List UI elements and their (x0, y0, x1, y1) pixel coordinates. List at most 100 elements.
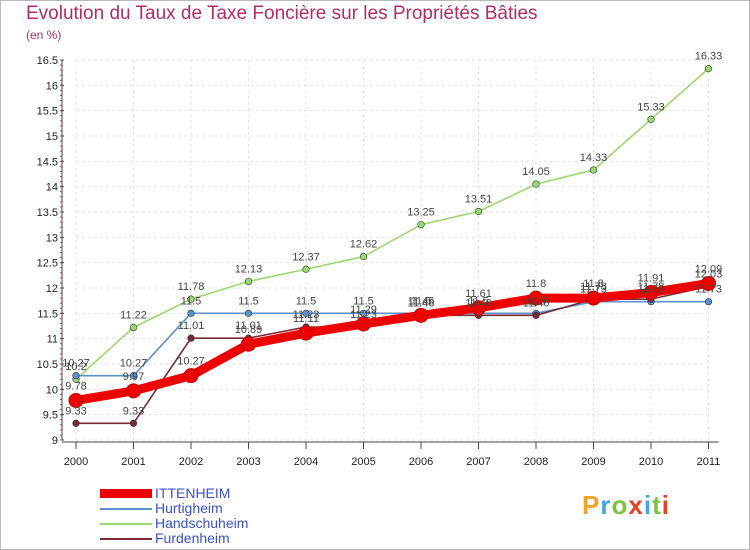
data-label: 11.73 (580, 284, 607, 296)
data-point (589, 166, 598, 174)
series-line-ittenheim (71, 278, 713, 405)
data-label: 11.46 (408, 295, 435, 307)
data-point (72, 372, 80, 380)
data-point (532, 180, 540, 188)
data-label: 11.01 (235, 320, 262, 332)
data-point (302, 309, 310, 317)
data-label: 11.5 (526, 295, 547, 307)
data-label: 13.51 (465, 193, 493, 205)
data-label: 11.46 (408, 297, 435, 309)
data-point (413, 307, 429, 323)
data-label: 12.62 (350, 239, 378, 251)
data-label: 10.89 (235, 324, 263, 336)
data-point (528, 290, 544, 306)
y-tick-label: 16.5 (37, 55, 58, 67)
data-label: 11.5 (468, 295, 489, 307)
y-tick-label: 12.5 (37, 258, 58, 270)
x-tick-label: 2001 (121, 456, 145, 468)
x-tick-label: 2000 (64, 456, 88, 468)
logo-letter: t (652, 490, 662, 520)
data-label: 9.33 (65, 405, 86, 417)
data-point (647, 115, 655, 123)
data-label: 11.5 (181, 295, 202, 307)
data-label: 13.25 (407, 207, 435, 219)
proxiti-logo: Proxiti (582, 490, 670, 521)
data-label: 12.13 (235, 263, 263, 275)
axes: 9 9.5 10 10.5 11 11.5 12 12.5 13 13.5 14 14.5 15 15.5… (37, 55, 721, 468)
legend-item-hurtigheim: Hurtigheim (100, 500, 360, 516)
data-point (244, 277, 253, 286)
legend-label: Furdenheim (155, 530, 230, 546)
y-tick-label: 13 (46, 232, 58, 244)
data-label: 9.33 (123, 405, 144, 417)
y-tick-label: 10 (46, 384, 58, 396)
y-tick-label: 14.5 (37, 156, 58, 168)
data-point (187, 295, 195, 303)
y-tick-label: 13.5 (37, 207, 58, 219)
data-label: 11.91 (638, 273, 665, 285)
x-tick-label: 2006 (409, 456, 433, 468)
legend-label: Hurtigheim (155, 500, 223, 516)
legend-label: ITTENHEIM (155, 485, 231, 501)
data-label: 12.37 (292, 251, 320, 263)
data-label: 11.29 (350, 304, 377, 316)
logo-letter: x (628, 490, 644, 520)
data-label: 11.46 (465, 297, 492, 309)
data-label: 11.8 (583, 278, 604, 290)
data-label: 11.5 (296, 295, 317, 307)
logo-letter: i (661, 490, 670, 520)
logo-letter: P (582, 490, 601, 520)
legend-swatch (100, 489, 152, 498)
data-label: 11.23 (293, 309, 320, 321)
data-label: 11.78 (178, 281, 205, 293)
y-tick-label: 15 (46, 131, 58, 143)
data-label: 11.22 (120, 310, 147, 322)
legend-swatch (100, 523, 152, 525)
data-label: 11.61 (465, 288, 492, 300)
data-point (474, 207, 483, 216)
legend-label: Handschuheim (155, 515, 249, 531)
data-label: 9.78 (65, 380, 86, 392)
logo-letter: r (600, 490, 612, 520)
logo-letter: o (611, 490, 629, 520)
data-point (241, 336, 256, 352)
y-tick-label: 16 (46, 80, 58, 92)
y-tick-label: 9 (52, 435, 58, 447)
x-tick-label: 2009 (581, 456, 605, 468)
data-label: 12.09 (695, 263, 723, 275)
data-point (129, 419, 138, 427)
data-label: 11.8 (526, 278, 547, 290)
data-label: 11.73 (695, 284, 722, 296)
data-label: 11.5 (353, 295, 374, 307)
data-point (183, 368, 199, 384)
data-point (126, 383, 141, 399)
data-label: 14.05 (522, 166, 550, 178)
data-point (701, 275, 716, 291)
logo-letter: i (643, 490, 653, 520)
data-point (359, 252, 368, 261)
data-label: 11.73 (638, 284, 665, 296)
data-label: 11.23 (350, 309, 377, 321)
data-label: 10.27 (120, 358, 148, 370)
data-point (72, 419, 80, 427)
legend-swatch (100, 538, 152, 540)
data-point (586, 290, 601, 306)
data-label: 11.5 (238, 295, 259, 307)
legend-swatch (100, 508, 152, 510)
data-label: 11.01 (178, 320, 205, 332)
data-point (704, 65, 713, 73)
x-tick-label: 2008 (524, 456, 548, 468)
data-point (417, 221, 425, 229)
data-point (302, 265, 310, 273)
data-point (187, 334, 195, 342)
y-tick-label: 14 (46, 182, 58, 194)
data-label: 11.46 (523, 297, 550, 309)
x-tick-label: 2003 (236, 456, 260, 468)
x-tick-label: 2005 (351, 456, 375, 468)
data-label: 11.78 (580, 281, 607, 293)
data-label: 11.5 (411, 295, 432, 307)
data-label: 16.33 (695, 51, 723, 63)
data-point (356, 316, 371, 332)
